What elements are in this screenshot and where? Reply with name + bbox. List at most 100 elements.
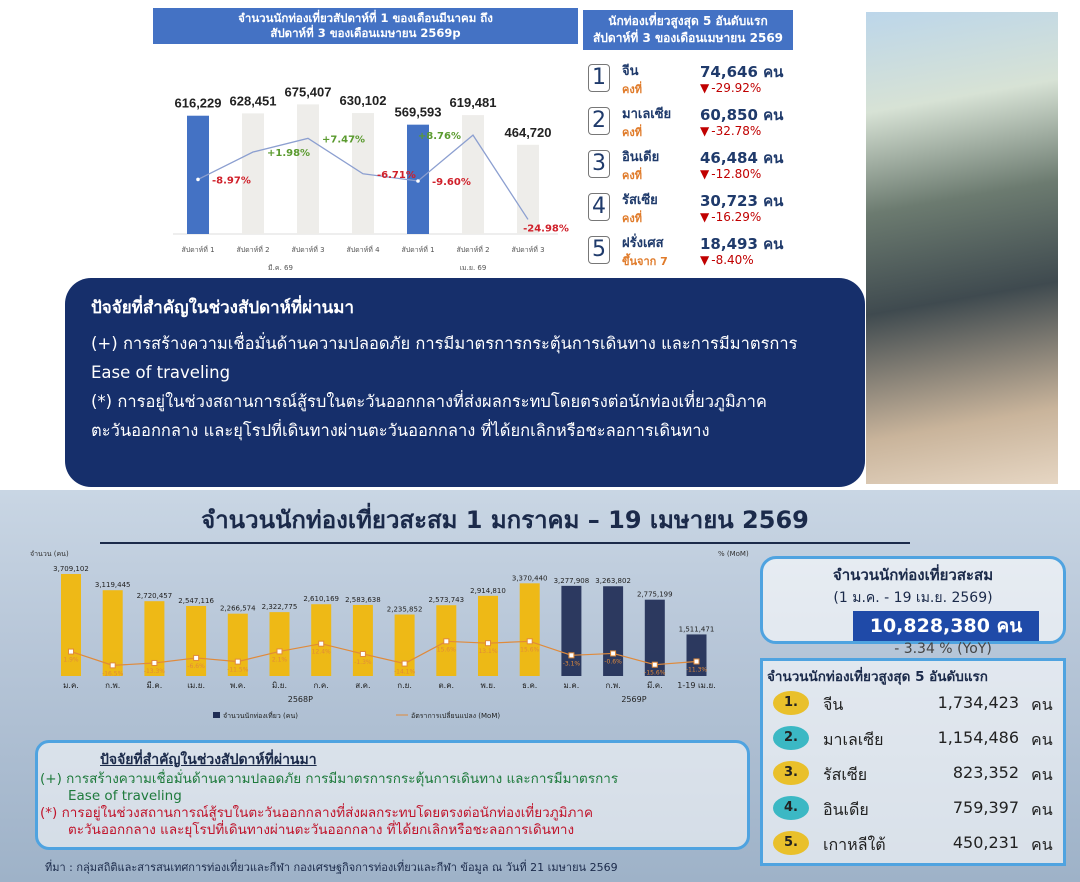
group-label: เม.ย. 69 — [460, 264, 487, 272]
factor-star-cont: ตะวันออกกลาง และยุโรปที่เดินทางผ่านตะวัน… — [68, 822, 575, 838]
mom-label: -15.6% — [644, 670, 666, 677]
bar-value-label: 3,263,802 — [595, 577, 631, 585]
category-label: เม.ย. — [187, 681, 205, 690]
bar — [311, 604, 332, 676]
bar-value-label: 2,322,775 — [262, 603, 298, 611]
top5-week-title-line1: นักท่องเที่ยวสูงสุด 5 อันดับแรก — [608, 14, 768, 28]
country-name: มาเลเซีย — [823, 730, 884, 749]
top5-week-panel: นักท่องเที่ยวสูงสุด 5 อันดับแรก สัปดาห์ท… — [580, 8, 798, 276]
y-axis-label: จำนวน (คน) — [30, 550, 69, 558]
tourist-count: 30,723 คน — [700, 192, 784, 210]
bar-value-label: 630,102 — [340, 93, 387, 108]
bar — [242, 113, 264, 234]
change-label: -8.97% — [212, 175, 251, 186]
tourist-count: 450,231 — [952, 833, 1019, 852]
mom-point — [610, 650, 617, 657]
mom-point — [651, 661, 658, 668]
tourist-count: 74,646 คน — [700, 63, 784, 81]
bar-value-label: 2,583,638 — [345, 596, 381, 604]
top5-cumulative-row: 1. จีน 1,734,423 คน — [769, 691, 1059, 717]
weekly-chart-title-line2: สัปดาห์ที่ 3 ของเดือนเมษายน 2569p — [270, 26, 461, 40]
mom-point — [234, 658, 241, 665]
country-name: จีน — [823, 695, 844, 714]
mom-point — [68, 648, 74, 655]
bar-value-label: 2,914,810 — [470, 587, 506, 595]
legend-bar-label: จำนวนนักท่องเที่ยว (คน) — [223, 711, 298, 720]
factors-box-top: ปัจจัยที่สำคัญในช่วงสัปดาห์ที่ผ่านมา (+)… — [65, 278, 865, 487]
change-percent: -16.29% — [700, 210, 761, 224]
mom-label: -3.1% — [563, 660, 581, 667]
mom-label: -11.5% — [227, 667, 249, 674]
bar — [394, 614, 415, 676]
bar-value-label: 2,547,116 — [178, 597, 214, 605]
cumulative-title: จำนวนนักท่องเที่ยวสะสม 1 มกราคม – 19 เมษ… — [100, 500, 910, 544]
change-line — [197, 134, 529, 220]
rank-badge: 1 — [588, 64, 610, 92]
bar-value-label: 464,720 — [505, 125, 552, 140]
unit: คน — [1031, 765, 1053, 784]
change-percent: -29.92% — [700, 81, 761, 95]
rank-status: คงที่ — [622, 83, 642, 96]
top5-cumulative-box: จำนวนนักท่องเที่ยวสูงสุด 5 อันดับแรก 1. … — [760, 658, 1066, 866]
tourist-count: 1,154,486 — [937, 728, 1019, 747]
bar-value-label: 3,709,102 — [53, 565, 89, 573]
tourist-count: 1,734,423 — [937, 693, 1019, 712]
bar — [61, 573, 81, 676]
factor-plus-cont: Ease of traveling — [68, 788, 182, 804]
category-label: ก.พ. — [605, 681, 620, 690]
mom-point — [359, 650, 366, 657]
legend-bar-swatch — [213, 712, 220, 718]
category-label: สัปดาห์ที่ 4 — [346, 245, 380, 254]
mom-point — [526, 638, 533, 645]
bar — [644, 599, 665, 676]
mom-line — [70, 640, 697, 666]
mom-label: -11.3% — [686, 666, 708, 673]
change-point — [196, 177, 200, 182]
country-name: รัสเซีย — [622, 193, 658, 208]
tourist-count: 823,352 — [952, 763, 1019, 782]
mom-label: -6.6% — [187, 663, 205, 670]
category-label: ธ.ค. — [522, 681, 537, 690]
weekly-chart-title-line1: จำนวนนักท่องเที่ยวสัปดาห์ที่ 1 ของเดือนม… — [238, 11, 493, 25]
mom-point — [485, 640, 491, 647]
category-label: มี.ค. — [647, 681, 663, 690]
mom-point — [109, 662, 116, 669]
rank-medal-icon: 3. — [773, 761, 809, 785]
category-label: สัปดาห์ที่ 3 — [511, 245, 544, 254]
category-label: ส.ค. — [355, 681, 370, 690]
change-point — [416, 179, 420, 183]
category-label: ก.ย. — [397, 681, 412, 690]
change-label: -24.98% — [523, 223, 569, 234]
mom-label: 2.1% — [272, 656, 288, 663]
bar — [519, 583, 540, 676]
top5-week-title-line2: สัปดาห์ที่ 3 ของเดือนเมษายน 2569 — [592, 31, 784, 45]
country-name: อินเดีย — [823, 800, 869, 819]
bar — [686, 634, 707, 676]
mom-label: 1.9% — [63, 657, 79, 664]
tourist-count: 18,493 คน — [700, 235, 784, 253]
bar-value-label: 2,235,852 — [387, 606, 423, 614]
bar-value-label: 3,119,445 — [95, 581, 131, 589]
bar — [517, 144, 539, 234]
mom-label: -0.6% — [604, 658, 622, 665]
top5-week-item: 3 อินเดีย คงที่ 46,484 คน -12.80% — [580, 146, 798, 188]
category-label: สัปดาห์ที่ 2 — [456, 245, 489, 254]
mom-label: 12.4% — [312, 649, 331, 656]
category-label: พ.ย. — [480, 681, 495, 690]
legend-line-label: อัตราการเปลี่ยนแปลง (MoM) — [411, 711, 500, 720]
change-percent: -12.80% — [700, 167, 761, 181]
change-label: -6.71% — [377, 170, 416, 181]
change-label: +1.98% — [267, 148, 310, 159]
bar — [102, 590, 123, 676]
category-label: มิ.ย. — [272, 681, 287, 690]
top5-cumulative-title: จำนวนนักท่องเที่ยวสูงสุด 5 อันดับแรก — [767, 669, 988, 685]
top5-cumulative-row: 3. รัสเซีย 823,352 คน — [769, 761, 1059, 787]
rank-badge: 5 — [588, 236, 610, 264]
mom-point — [693, 658, 700, 665]
mom-point — [401, 660, 408, 667]
group-label: มี.ค. 69 — [268, 264, 293, 272]
factors-box-bottom: ปัจจัยที่สำคัญในช่วงสัปดาห์ที่ผ่านมา (+)… — [35, 740, 750, 850]
mom-point — [318, 640, 325, 647]
mom-point — [151, 659, 158, 666]
songkran-elephant-photo — [866, 12, 1058, 484]
